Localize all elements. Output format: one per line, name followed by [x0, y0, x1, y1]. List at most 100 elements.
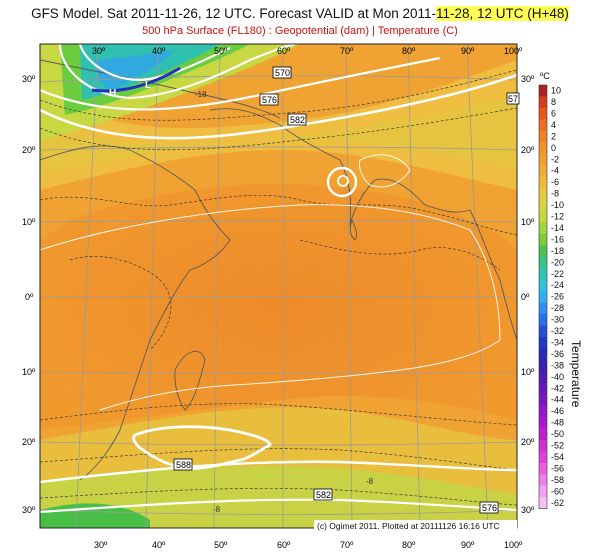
contour-label-582: 582	[290, 115, 305, 125]
colorbar-tick-label: -38	[551, 360, 564, 370]
colorbar-tick-label: -22	[551, 269, 564, 279]
colorbar-swatch	[539, 462, 547, 475]
lon-label-top: 100º	[504, 46, 523, 56]
thin-white-contours	[40, 154, 501, 411]
colorbar-tick-label: -6	[551, 177, 559, 187]
colorbar-swatch	[539, 210, 547, 223]
colorbar-swatch	[539, 176, 547, 189]
lat-label-right: 20º	[521, 437, 535, 447]
lat-label-left: 10º	[22, 217, 36, 227]
contour-label-588: 588	[176, 460, 191, 470]
colorbar-tick-label: -48	[551, 418, 564, 428]
colorbar-swatch	[539, 256, 547, 269]
lat-label-left: 30º	[22, 505, 36, 515]
map-subtitle: 500 hPa Surface (FL180) : Geopotential (…	[142, 25, 458, 37]
colorbar-swatch	[539, 142, 547, 154]
colorbar-title: Temperature	[569, 340, 583, 408]
colorbar-tick-label: -56	[551, 463, 564, 473]
colorbar-tick-label: -46	[551, 406, 564, 416]
colorbar-tick-label: -30	[551, 315, 564, 325]
contour-label-57-edge: 57	[508, 94, 518, 104]
colorbar-swatch	[539, 130, 547, 143]
credit-text: (c) Ogimet 2011. Plotted at 20111126 16:…	[317, 521, 500, 531]
colorbar-tick-label: -62	[551, 498, 564, 508]
colorbar-swatch	[539, 96, 547, 109]
lon-label-bottom: 60º	[277, 540, 291, 550]
colorbar-swatch	[539, 302, 547, 315]
colorbar-swatch	[539, 428, 547, 441]
colorbar-tick-label: -32	[551, 326, 564, 336]
lat-label-left: 30º	[22, 74, 36, 84]
map-plot-area	[40, 44, 517, 528]
lon-label-top: 40º	[152, 46, 166, 56]
colorbar-tick-label: 2	[551, 131, 556, 141]
latitude-labels: 30º 20º 10º 0º 10º 20º 30º 30º 20º 10º 0…	[22, 74, 535, 515]
colorbar-tick-label: -58	[551, 475, 564, 485]
colorbar-tick-label: 10	[551, 86, 561, 96]
colorbar-swatch	[539, 394, 547, 406]
colorbar-tick-label: -52	[551, 441, 564, 451]
colorbar-tick-label: -8	[551, 189, 559, 199]
colorbar-tick-label: -2	[551, 154, 559, 164]
temperature-cold-nw-deep	[95, 50, 175, 90]
colorbar-swatch	[539, 348, 547, 361]
lat-label-left: 0º	[25, 292, 34, 302]
colorbar-tick-label: -40	[551, 372, 564, 382]
colorbar-tick-label: -54	[551, 452, 564, 462]
contour-box	[272, 66, 292, 79]
colorbar-swatch	[539, 222, 547, 235]
map-title: GFS Model. Sat 2011-11-26, 12 UTC. Forec…	[0, 6, 600, 21]
colorbar-tick-label: -34	[551, 337, 564, 347]
colorbar-swatch	[539, 497, 547, 509]
colorbar-swatch	[539, 451, 547, 464]
lat-label-right: 0º	[521, 292, 530, 302]
colorbar-swatches	[538, 84, 548, 509]
longitude-labels: 30º 40º 50º 60º 70º 80º 90º 100º 30º 40º…	[92, 46, 523, 550]
colorbar-swatch	[539, 371, 547, 383]
forecast-valid-highlight: 11-28, 12 UTC (H+48)	[436, 6, 569, 21]
lat-label-left: 20º	[22, 437, 36, 447]
colorbar-tick-label: -28	[551, 303, 564, 313]
contour-box	[313, 488, 333, 501]
map-title-prefix: GFS Model. Sat 2011-11-26, 12 UTC. Forec…	[31, 6, 436, 21]
lon-label-top: 80º	[402, 46, 416, 56]
colorbar-swatch	[539, 474, 547, 487]
lon-label-bottom: 100º	[504, 540, 523, 550]
lat-label-right: 30º	[521, 505, 535, 515]
colorbar-swatch	[539, 268, 547, 280]
contour-label-582-south: 582	[316, 490, 331, 500]
high-pressure-label: H	[109, 88, 116, 99]
colorbar-swatch	[539, 107, 547, 120]
contour-box	[173, 458, 193, 471]
colorbar-swatch	[539, 314, 547, 326]
colorbar-swatch	[539, 188, 547, 200]
colorbar-tick-label: -18	[551, 246, 564, 256]
colorbar-swatch	[539, 336, 547, 349]
colorbar-swatch	[539, 153, 547, 166]
lon-label-top: 70º	[340, 46, 354, 56]
colorbar-tick-label: -14	[551, 223, 564, 233]
colorbar-swatch	[539, 417, 547, 429]
temperature-band-north	[40, 60, 517, 190]
lon-label-top: 90º	[461, 46, 475, 56]
lon-label-bottom: 30º	[94, 540, 108, 550]
colorbar-swatch	[539, 165, 547, 177]
map-frame	[39, 43, 518, 529]
contour-box	[506, 92, 520, 105]
colorbar-swatch	[539, 279, 547, 292]
lon-label-bottom: 50º	[214, 540, 228, 550]
lon-label-bottom: 80º	[402, 540, 416, 550]
colorbar-tick-label: -26	[551, 292, 564, 302]
colorbar-tick-label: -50	[551, 429, 564, 439]
colorbar-swatch	[539, 233, 547, 246]
colorbar-swatch	[539, 325, 547, 338]
temp-label: -8	[366, 477, 374, 486]
lat-label-right: 10º	[521, 217, 535, 227]
temperature-colorbar: ºC 1086420-2-4-6-8-10-12-14-16-18-20-22-…	[538, 71, 583, 509]
colorbar-swatch	[539, 359, 547, 372]
colorbar-tick-label: -4	[551, 166, 559, 176]
contour-label-group: 570 576 582 588 582 576 57 -18 -8 -8	[173, 66, 520, 514]
colorbar-tick-label: -36	[551, 349, 564, 359]
colorbar-tick-label: -20	[551, 257, 564, 267]
colorbar-swatch	[539, 485, 547, 498]
